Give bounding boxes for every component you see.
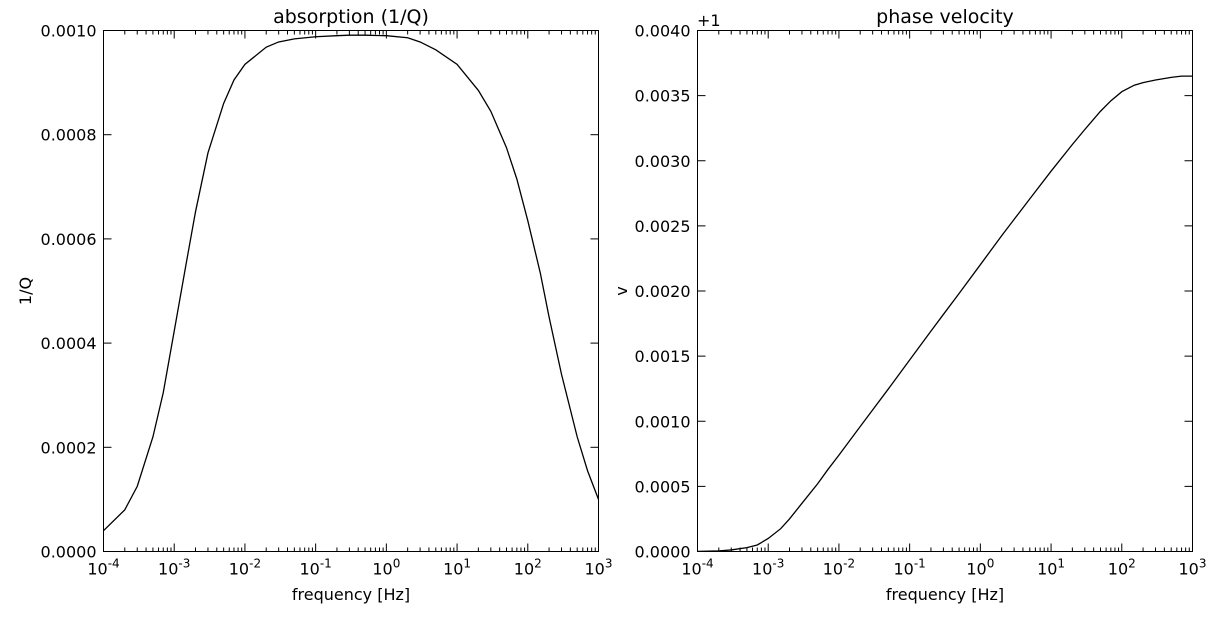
y-tick-label: 0.0035 xyxy=(635,87,691,106)
y-tick-label: 0.0010 xyxy=(635,412,691,431)
x-tick-label-base: 10 xyxy=(585,560,605,579)
y-tick-label: 0.0004 xyxy=(41,334,97,353)
phase-velocity-title: phase velocity xyxy=(876,6,1014,28)
x-tick-label-base: 10 xyxy=(372,560,392,579)
phase-velocity-x-axis-label: frequency [Hz] xyxy=(886,585,1004,604)
phase-velocity-y-axis-label: v xyxy=(612,286,631,295)
x-tick-label-exponent: -2 xyxy=(843,557,855,571)
y-tick-label: 0.0015 xyxy=(635,347,691,366)
x-tick-label-base: 10 xyxy=(1179,560,1199,579)
x-tick-label: 102 xyxy=(1108,557,1136,579)
absorption-y-tick-labels: 0.0000 0.0002 0.0004 0.0006 0.0008 0.0010 xyxy=(41,22,97,562)
x-tick-label-base: 10 xyxy=(966,560,986,579)
x-tick-label: 10-4 xyxy=(681,557,713,579)
x-tick-label-exponent: 0 xyxy=(393,557,401,571)
phase-velocity-y-tick-labels: 0.0000 0.0005 0.0010 0.0015 0.0020 0.0025 0.00… xyxy=(635,22,691,562)
x-tick-label-exponent: 2 xyxy=(1128,557,1136,571)
x-tick-label-exponent: -3 xyxy=(772,557,784,571)
phase-velocity-offset-text: +1 xyxy=(697,11,721,30)
absorption-axes-frame xyxy=(103,30,599,552)
y-tick-label: 0.0000 xyxy=(635,543,691,562)
x-tick-label: 10-1 xyxy=(299,557,331,579)
x-tick-label-base: 10 xyxy=(299,560,319,579)
y-tick-label: 0.0040 xyxy=(635,22,691,41)
x-tick-label: 103 xyxy=(1179,557,1207,579)
y-tick-label: 0.0030 xyxy=(635,152,691,171)
x-tick-label: 100 xyxy=(372,557,400,579)
y-tick-label: 0.0020 xyxy=(635,282,691,301)
x-tick-label-base: 10 xyxy=(893,560,913,579)
x-tick-label: 10-2 xyxy=(823,557,855,579)
x-tick-label-exponent: -4 xyxy=(108,557,120,571)
y-tick-label: 0.0002 xyxy=(41,438,97,457)
absorption-x-axis-label: frequency [Hz] xyxy=(292,585,410,604)
x-tick-label: 101 xyxy=(1037,557,1065,579)
absorption-x-tick-labels: 10-4 10-3 10-2 10-1 100 101 102 103 xyxy=(87,557,612,579)
x-tick-label: 100 xyxy=(966,557,994,579)
absorption-panel: absorption (1/Q) 10-4 10-3 10-2 10-1 100 101 1… xyxy=(16,6,613,604)
phase-velocity-curve xyxy=(697,75,1193,553)
x-tick-label-exponent: 1 xyxy=(1057,557,1065,571)
phase-velocity-axes-frame xyxy=(697,30,1193,552)
x-tick-label-exponent: 3 xyxy=(1199,557,1207,571)
y-tick-label: 0.0005 xyxy=(635,477,691,496)
x-tick-label-exponent: -4 xyxy=(702,557,714,571)
x-tick-label: 102 xyxy=(514,557,542,579)
x-tick-label-exponent: -2 xyxy=(249,557,261,571)
x-tick-label-exponent: -1 xyxy=(320,557,332,571)
x-tick-label-base: 10 xyxy=(752,560,772,579)
x-tick-label-base: 10 xyxy=(1037,560,1057,579)
y-tick-label: 0.0006 xyxy=(41,230,97,249)
x-tick-label-base: 10 xyxy=(158,560,178,579)
phase-velocity-x-tick-labels: 10-4 10-3 10-2 10-1 100 101 102 103 xyxy=(681,557,1206,579)
x-tick-label: 10-3 xyxy=(158,557,190,579)
x-tick-label-exponent: 1 xyxy=(463,557,471,571)
x-tick-label: 101 xyxy=(443,557,471,579)
x-tick-label: 10-1 xyxy=(893,557,925,579)
x-tick-label-exponent: -1 xyxy=(914,557,926,571)
x-tick-label-base: 10 xyxy=(229,560,249,579)
y-tick-label: 0.0008 xyxy=(41,126,97,145)
absorption-title: absorption (1/Q) xyxy=(273,6,429,28)
x-tick-label: 10-4 xyxy=(87,557,119,579)
x-tick-label-base: 10 xyxy=(1108,560,1128,579)
x-tick-label: 10-2 xyxy=(229,557,261,579)
absorption-y-axis-label: 1/Q xyxy=(16,277,35,305)
x-tick-label-base: 10 xyxy=(514,560,534,579)
y-tick-label: 0.0000 xyxy=(41,543,97,562)
x-tick-label-base: 10 xyxy=(681,560,701,579)
y-tick-label: 0.0025 xyxy=(635,217,691,236)
x-tick-label-base: 10 xyxy=(443,560,463,579)
absorption-curve xyxy=(103,34,600,532)
x-tick-label: 10-3 xyxy=(752,557,784,579)
x-tick-label-exponent: -3 xyxy=(178,557,190,571)
y-tick-label: 0.0010 xyxy=(41,22,97,41)
phase-velocity-panel: phase velocity +1 10-4 10-3 10-2 10-1 100 101… xyxy=(612,6,1207,604)
x-tick-label-exponent: 0 xyxy=(987,557,995,571)
x-tick-label-exponent: 2 xyxy=(534,557,542,571)
x-tick-label-base: 10 xyxy=(87,560,107,579)
x-tick-label-exponent: 3 xyxy=(605,557,613,571)
x-tick-label-base: 10 xyxy=(823,560,843,579)
x-tick-label: 103 xyxy=(585,557,613,579)
